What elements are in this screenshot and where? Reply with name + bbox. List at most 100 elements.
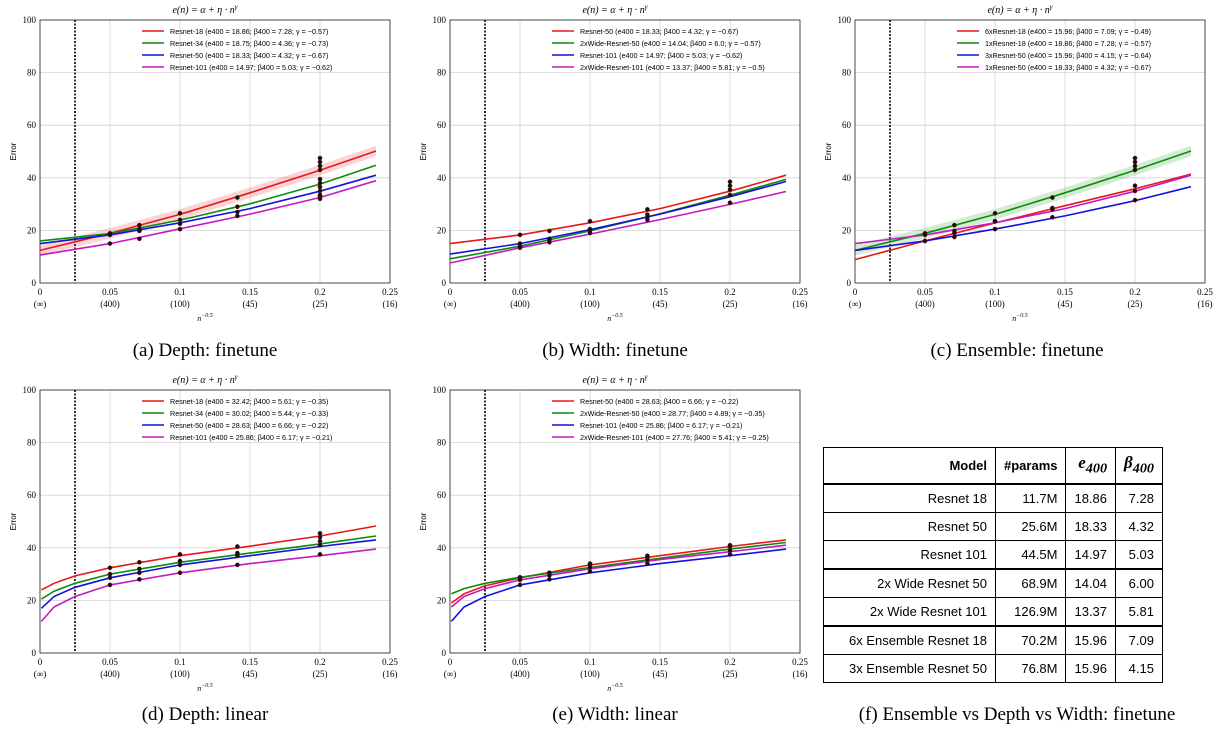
table-cell-model: Resnet 18 xyxy=(823,483,996,513)
x-tick-label: 0.15 xyxy=(242,657,258,667)
series-3-point xyxy=(235,562,240,568)
series-0-point xyxy=(235,544,240,549)
chart-title: e(n) = α + η · nγ xyxy=(987,3,1052,16)
series-3-point xyxy=(645,217,650,223)
series-0-point xyxy=(235,195,240,200)
series-3-point xyxy=(137,577,142,582)
series-3-point xyxy=(1050,207,1055,212)
legend-entry: Resnet-34 (e400 = 30.02; β400 = 5.44; γ … xyxy=(170,409,328,418)
series-0-line xyxy=(449,174,787,245)
series-2-point xyxy=(235,209,240,215)
plot-frame xyxy=(854,19,1206,284)
series-1-point xyxy=(177,217,183,223)
x-tick-label: 0.25 xyxy=(792,657,808,667)
header-model: Model xyxy=(823,447,996,485)
table-cell-params: 76.8M xyxy=(994,654,1067,683)
x-tick-sublabel: (100) xyxy=(985,299,1005,309)
series-2-point xyxy=(235,553,240,558)
table-cell-beta400: 7.09 xyxy=(1115,625,1163,655)
series-1-point xyxy=(317,176,323,182)
panel-c: 0 (∞) 0.05 (400) 0.1 (100) 0.15 (45) 0.2 (25) 0.25… xyxy=(815,0,1219,370)
legend-entry: Resnet-18 (e400 = 32.42; β400 = 5.61; γ … xyxy=(170,397,328,406)
x-tick-label: 0.1 xyxy=(174,657,185,667)
series-0-point xyxy=(107,565,113,571)
x-tick-sublabel: (∞) xyxy=(34,299,46,309)
series-3-point xyxy=(235,213,240,219)
x-tick-label: 0.25 xyxy=(1197,287,1213,297)
caption-b: (b) Width: finetune xyxy=(542,340,688,361)
y-tick-label: 40 xyxy=(27,173,37,183)
series-0-point xyxy=(317,159,323,165)
series-3-point xyxy=(317,552,323,557)
x-axis-label: n−0.5 xyxy=(607,313,623,323)
y-tick-label: 60 xyxy=(437,490,447,500)
chart-c: 0 (∞) 0.05 (400) 0.1 (100) 0.15 (45) 0.2 (25) 0.25… xyxy=(824,3,1213,323)
caption-d: (d) Depth: linear xyxy=(141,704,269,725)
series-3-point xyxy=(1132,188,1138,194)
x-axis-label: n−0.5 xyxy=(197,683,213,693)
series-3-point xyxy=(547,573,552,578)
series-0-point xyxy=(317,155,323,161)
series-1-point xyxy=(317,184,323,190)
table-row: 2x Wide Resnet 50 68.9M 14.04 6.00 xyxy=(823,568,1163,598)
y-axis-label: Error xyxy=(824,142,833,160)
y-tick-label: 100 xyxy=(838,15,852,25)
table-cell-beta400: 5.03 xyxy=(1115,540,1163,570)
series-0-point xyxy=(317,531,323,536)
y-tick-label: 80 xyxy=(27,68,37,78)
header-beta400: β400 xyxy=(1115,447,1163,485)
x-tick-label: 0 xyxy=(38,287,43,297)
chart-title: e(n) = α + η · nγ xyxy=(582,3,647,16)
series-3-point xyxy=(727,200,733,206)
table-cell-model: Resnet 101 xyxy=(823,540,996,570)
series-2-point xyxy=(1050,214,1055,220)
y-axis-label: Error xyxy=(419,512,428,530)
header-params: #params xyxy=(994,447,1067,485)
x-axis-label-exponent: −0.5 xyxy=(611,683,623,689)
y-tick-label: 0 xyxy=(32,648,37,658)
chart-a: 0 (∞) 0.05 (400) 0.1 (100) 0.15 (45) 0.2 (25) 0.25… xyxy=(9,3,398,323)
series-0-point xyxy=(547,228,552,234)
series-3-point xyxy=(645,557,650,562)
series-2-line xyxy=(39,174,377,245)
series-1-point xyxy=(727,187,733,192)
x-axis-label-exponent: −0.5 xyxy=(201,683,213,689)
series-3-point xyxy=(922,232,928,238)
series-0-line xyxy=(450,539,787,604)
legend-entry: Resnet-101 (e400 = 25.86; β400 = 6.17; γ… xyxy=(170,433,332,442)
y-tick-label: 40 xyxy=(27,543,37,553)
x-tick-label: 0.25 xyxy=(382,287,398,297)
series-0-point xyxy=(317,167,323,173)
y-tick-label: 40 xyxy=(437,173,447,183)
series-2-point xyxy=(922,238,928,244)
y-tick-label: 20 xyxy=(27,225,37,235)
series-3-point xyxy=(107,582,113,588)
table-cell-params: 126.9M xyxy=(994,597,1067,627)
chart-e: 0 (∞) 0.05 (400) 0.1 (100) 0.15 (45) 0.2 (25) 0.25… xyxy=(419,373,808,693)
series-0-point xyxy=(317,163,323,169)
x-axis-label: n−0.5 xyxy=(1012,313,1028,323)
series-2-point xyxy=(645,561,650,566)
x-tick-sublabel: (25) xyxy=(313,669,328,679)
y-tick-label: 20 xyxy=(437,595,447,605)
x-tick-label: 0.1 xyxy=(989,287,1000,297)
series-3-point xyxy=(317,196,323,202)
caption-a: (a) Depth: finetune xyxy=(132,340,278,361)
series-1-point xyxy=(317,180,323,186)
series-3-line xyxy=(40,548,377,622)
y-tick-label: 60 xyxy=(437,120,447,130)
series-1-point xyxy=(727,544,733,549)
x-tick-sublabel: (45) xyxy=(243,669,258,679)
x-tick-sublabel: (25) xyxy=(723,299,738,309)
x-tick-sublabel: (45) xyxy=(243,299,258,309)
series-3-point xyxy=(517,245,523,251)
table-cell-params: 11.7M xyxy=(994,483,1067,513)
x-tick-sublabel: (16) xyxy=(383,669,398,679)
header-beta400-sub: 400 xyxy=(1132,460,1154,477)
table-cell-model: Resnet 50 xyxy=(823,512,996,541)
y-tick-label: 80 xyxy=(842,68,852,78)
x-tick-sublabel: (∞) xyxy=(34,669,46,679)
legend-entry: Resnet-50 (e400 = 28.63; β400 = 6.66; γ … xyxy=(580,397,738,406)
x-tick-label: 0 xyxy=(38,657,43,667)
table-row: 3x Ensemble Resnet 50 76.8M 15.96 4.15 xyxy=(823,654,1163,683)
